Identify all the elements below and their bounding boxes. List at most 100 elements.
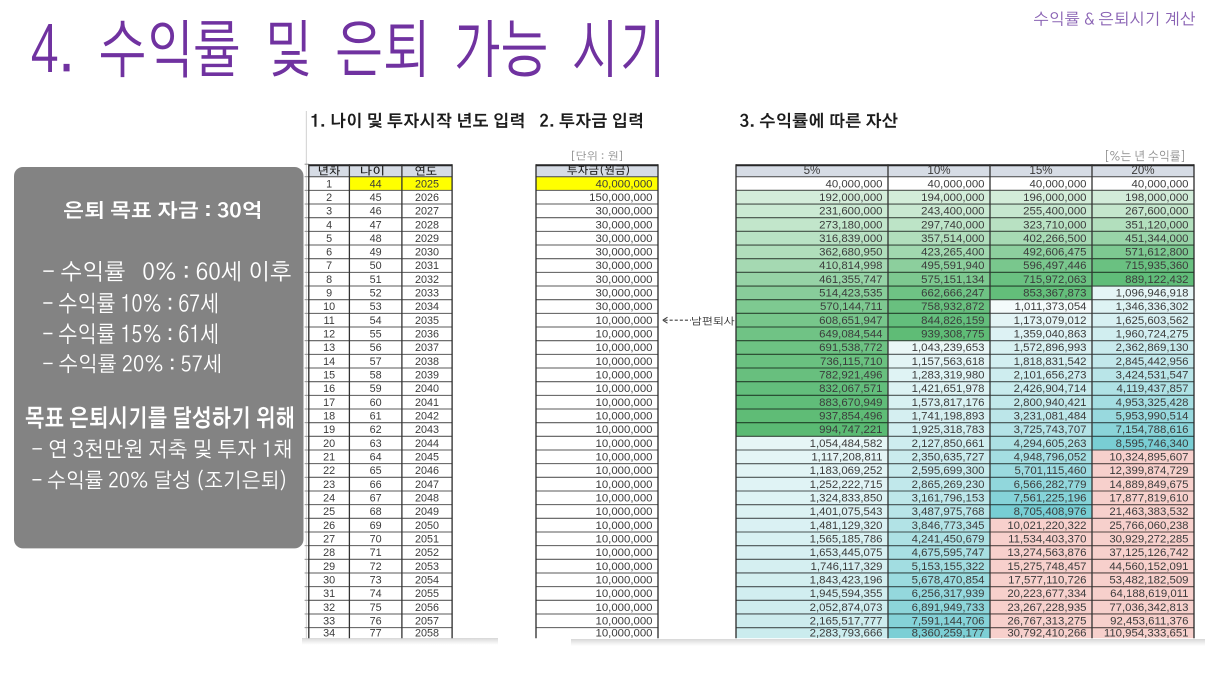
- svg-text:461,355,747: 461,355,747: [819, 274, 882, 286]
- svg-text:30,000,000: 30,000,000: [595, 247, 652, 259]
- svg-text:423,265,400: 423,265,400: [921, 247, 984, 259]
- svg-text:2,362,869,130: 2,362,869,130: [1116, 342, 1189, 354]
- svg-text:1,573,817,176: 1,573,817,176: [912, 397, 985, 409]
- svg-text:20,223,677,334: 20,223,677,334: [1007, 588, 1086, 600]
- svg-text:883,670,949: 883,670,949: [819, 397, 882, 409]
- svg-text:2036: 2036: [415, 329, 439, 341]
- svg-text:10,324,895,607: 10,324,895,607: [1109, 452, 1188, 464]
- svg-text:150,000,000: 150,000,000: [589, 192, 652, 204]
- svg-text:2041: 2041: [415, 397, 439, 409]
- svg-text:1,283,319,980: 1,283,319,980: [912, 370, 985, 382]
- svg-text:7,561,225,196: 7,561,225,196: [1014, 493, 1087, 505]
- svg-text:77,036,342,813: 77,036,342,813: [1109, 602, 1188, 614]
- svg-text:30,000,000: 30,000,000: [595, 288, 652, 300]
- svg-text:758,932,872: 758,932,872: [921, 301, 984, 313]
- svg-text:362,680,950: 362,680,950: [819, 247, 882, 259]
- svg-text:70: 70: [370, 534, 382, 546]
- svg-text:782,921,496: 782,921,496: [819, 370, 882, 382]
- svg-text:20%: 20%: [1131, 164, 1154, 177]
- svg-text:65: 65: [370, 465, 382, 477]
- svg-text:32: 32: [323, 602, 335, 614]
- svg-text:25,766,060,238: 25,766,060,238: [1109, 520, 1188, 532]
- svg-text:243,400,000: 243,400,000: [921, 206, 984, 218]
- svg-text:1,324,833,850: 1,324,833,850: [810, 493, 883, 505]
- svg-text:1,096,946,918: 1,096,946,918: [1116, 288, 1189, 300]
- svg-text:514,423,535: 514,423,535: [819, 288, 882, 300]
- svg-text:71: 71: [370, 547, 382, 559]
- svg-text:2,127,850,661: 2,127,850,661: [912, 438, 985, 450]
- svg-text:25: 25: [323, 506, 335, 518]
- svg-text:30,000,000: 30,000,000: [595, 260, 652, 272]
- svg-text:23: 23: [323, 479, 335, 491]
- svg-text:2,426,904,714: 2,426,904,714: [1014, 383, 1087, 395]
- svg-text:21,463,383,532: 21,463,383,532: [1109, 506, 1188, 518]
- svg-text:2032: 2032: [415, 274, 439, 286]
- svg-text:10,000,000: 10,000,000: [595, 547, 652, 559]
- svg-text:10,000,000: 10,000,000: [595, 588, 652, 600]
- svg-text:10,000,000: 10,000,000: [595, 329, 652, 341]
- svg-text:5,153,155,322: 5,153,155,322: [912, 561, 985, 573]
- svg-text:10,021,220,322: 10,021,220,322: [1007, 520, 1086, 532]
- svg-text:55: 55: [370, 329, 382, 341]
- svg-text:1,481,129,320: 1,481,129,320: [810, 520, 883, 532]
- svg-text:832,067,571: 832,067,571: [819, 383, 882, 395]
- svg-text:570,144,711: 570,144,711: [820, 301, 883, 313]
- svg-text:15%: 15%: [1029, 164, 1052, 177]
- svg-text:60: 60: [370, 397, 382, 409]
- svg-text:10,000,000: 10,000,000: [595, 602, 652, 614]
- svg-text:492,606,475: 492,606,475: [1023, 247, 1086, 259]
- svg-text:10,000,000: 10,000,000: [595, 616, 652, 628]
- svg-text:40,000,000: 40,000,000: [927, 178, 984, 190]
- svg-text:92,453,611,376: 92,453,611,376: [1110, 616, 1188, 628]
- svg-text:351,120,000: 351,120,000: [1125, 219, 1188, 231]
- svg-text:196,000,000: 196,000,000: [1023, 192, 1086, 204]
- svg-text:3: 3: [326, 206, 332, 218]
- svg-text:1,346,336,302: 1,346,336,302: [1116, 301, 1189, 313]
- svg-text:1,572,896,993: 1,572,896,993: [1014, 342, 1087, 354]
- svg-text:2057: 2057: [415, 616, 439, 628]
- svg-text:58: 58: [370, 370, 382, 382]
- svg-text:2042: 2042: [415, 411, 439, 423]
- svg-text:2034: 2034: [415, 301, 439, 313]
- svg-text:53: 53: [370, 301, 382, 313]
- svg-text:22: 22: [323, 465, 335, 477]
- svg-text:72: 72: [370, 561, 382, 573]
- svg-text:6,891,949,733: 6,891,949,733: [912, 602, 985, 614]
- svg-text:8: 8: [326, 274, 332, 286]
- svg-text:2049: 2049: [415, 506, 439, 518]
- svg-text:2039: 2039: [415, 370, 439, 382]
- svg-text:10,000,000: 10,000,000: [595, 561, 652, 573]
- svg-text:3,725,743,707: 3,725,743,707: [1014, 424, 1087, 436]
- svg-text:7: 7: [326, 260, 332, 272]
- svg-text:57: 57: [370, 356, 382, 368]
- svg-text:5,678,470,854: 5,678,470,854: [912, 575, 985, 587]
- svg-text:1,359,040,863: 1,359,040,863: [1014, 329, 1087, 341]
- svg-text:17,577,110,726: 17,577,110,726: [1008, 575, 1086, 587]
- svg-text:1,421,651,978: 1,421,651,978: [912, 383, 985, 395]
- svg-text:44,560,152,091: 44,560,152,091: [1109, 561, 1188, 573]
- svg-text:1,741,198,893: 1,741,198,893: [912, 411, 985, 423]
- svg-text:40,000,000: 40,000,000: [595, 178, 652, 190]
- svg-text:2030: 2030: [415, 247, 439, 259]
- svg-text:5,953,990,514: 5,953,990,514: [1116, 411, 1189, 423]
- svg-text:691,538,772: 691,538,772: [819, 342, 882, 354]
- svg-text:30,000,000: 30,000,000: [595, 301, 652, 313]
- svg-text:50: 50: [370, 260, 382, 272]
- svg-text:608,651,947: 608,651,947: [819, 315, 882, 327]
- svg-text:2046: 2046: [415, 465, 439, 477]
- svg-text:255,400,000: 255,400,000: [1023, 206, 1086, 218]
- svg-text:323,710,000: 323,710,000: [1023, 219, 1086, 231]
- svg-text:14,889,849,675: 14,889,849,675: [1109, 479, 1188, 491]
- svg-text:194,000,000: 194,000,000: [921, 192, 984, 204]
- svg-text:1,173,079,012: 1,173,079,012: [1014, 315, 1087, 327]
- svg-text:1,925,318,783: 1,925,318,783: [912, 424, 985, 436]
- svg-text:715,972,063: 715,972,063: [1023, 274, 1086, 286]
- svg-text:649,084,544: 649,084,544: [819, 329, 882, 341]
- svg-text:736,115,710: 736,115,710: [820, 356, 883, 368]
- svg-text:26: 26: [323, 520, 335, 532]
- svg-text:2,350,635,727: 2,350,635,727: [912, 452, 985, 464]
- svg-text:4,948,796,052: 4,948,796,052: [1014, 452, 1087, 464]
- svg-text:21: 21: [323, 452, 335, 464]
- svg-text:73: 73: [370, 575, 382, 587]
- svg-text:13,274,563,876: 13,274,563,876: [1007, 547, 1086, 559]
